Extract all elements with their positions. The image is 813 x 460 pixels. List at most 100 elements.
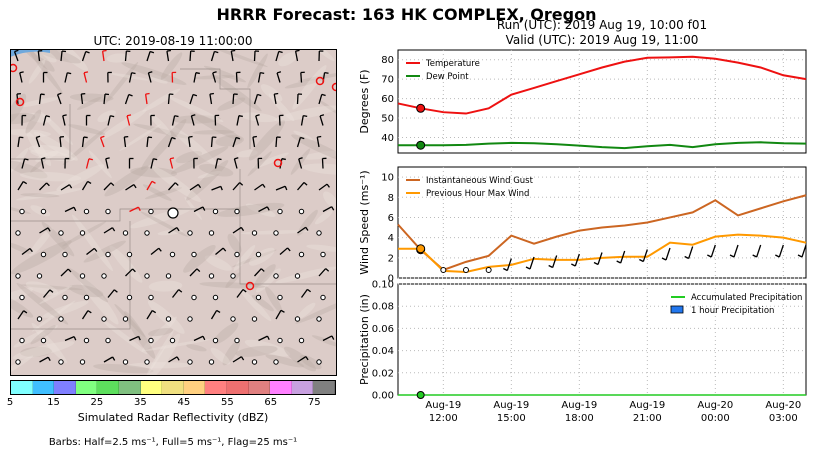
run-label: Run (UTC): 2019 Aug 19, 10:00 f01 bbox=[496, 18, 708, 32]
terrain-map[interactable] bbox=[10, 49, 337, 376]
terrain-ridge bbox=[69, 93, 114, 102]
terrain-ridge bbox=[235, 345, 278, 357]
wind-barb bbox=[273, 92, 279, 105]
wind-barb bbox=[79, 230, 86, 236]
fire-detection-marker bbox=[273, 158, 283, 168]
wind-barb bbox=[171, 115, 179, 126]
wind-barb bbox=[318, 268, 330, 277]
colorbar-segment bbox=[140, 381, 163, 394]
wind-barb bbox=[729, 244, 739, 258]
terrain-ridge bbox=[18, 49, 55, 72]
wind-barb bbox=[15, 359, 21, 365]
wind-barb bbox=[300, 115, 308, 126]
terrain-ridge bbox=[146, 329, 174, 376]
terrain-ridge bbox=[148, 328, 174, 337]
terrain-ridge bbox=[20, 346, 52, 358]
current-time-marker[interactable] bbox=[416, 103, 426, 113]
wind-barb bbox=[122, 316, 129, 322]
terrain-ridge bbox=[146, 73, 168, 84]
terrain-ridge bbox=[247, 53, 268, 89]
wind-barb bbox=[639, 249, 648, 263]
series-line bbox=[397, 194, 807, 272]
colorbar-segment bbox=[248, 381, 271, 394]
wind-barb bbox=[169, 337, 176, 344]
terrain-ridge bbox=[290, 148, 311, 175]
wind-barb bbox=[258, 206, 270, 213]
wind-barb bbox=[40, 157, 46, 169]
wind-barb bbox=[210, 50, 219, 62]
wind-barb bbox=[189, 50, 195, 62]
terrain-ridge bbox=[232, 249, 277, 268]
wind-barb bbox=[148, 337, 154, 344]
terrain-ridge bbox=[240, 112, 278, 123]
wind-barb bbox=[19, 71, 24, 83]
wind-barb bbox=[167, 93, 174, 105]
x-tick-label: 00:00 bbox=[701, 413, 730, 424]
wind-barb bbox=[122, 230, 129, 236]
chart-legend: Accumulated Precipitation 1 hour Precipit… bbox=[670, 293, 802, 316]
terrain-ridge bbox=[10, 240, 72, 275]
wind-barb bbox=[189, 268, 201, 277]
wind-barb bbox=[525, 256, 535, 270]
terrain-ridge bbox=[301, 150, 337, 160]
wind-barb bbox=[232, 182, 244, 191]
fire-location-marker[interactable] bbox=[167, 207, 179, 219]
terrain-shading bbox=[10, 49, 337, 376]
wind-barb bbox=[19, 337, 25, 344]
legend-label: Dew Point bbox=[426, 72, 469, 82]
wind-barb bbox=[187, 230, 193, 236]
wind-barb bbox=[316, 135, 322, 148]
wind-barb bbox=[15, 273, 21, 279]
wind-barb bbox=[230, 316, 236, 322]
wind-barb bbox=[298, 251, 305, 258]
wind-barb bbox=[17, 136, 24, 148]
colorbar-label: Simulated Radar Reflectivity (dBZ) bbox=[77, 411, 269, 424]
wind-barb bbox=[257, 157, 263, 169]
y-tick-label: 40 bbox=[381, 133, 394, 144]
wind-barb bbox=[316, 359, 322, 365]
terrain-ridge bbox=[199, 281, 266, 289]
terrain-ridge bbox=[40, 112, 73, 145]
y-tick-label: 8 bbox=[388, 193, 394, 204]
y-axis-label: Degrees (F) bbox=[358, 69, 371, 133]
wind-barb bbox=[236, 115, 243, 126]
wind-barb bbox=[103, 356, 116, 363]
wind-barb bbox=[273, 230, 279, 236]
wind-barb bbox=[17, 180, 28, 191]
terrain-ridge bbox=[121, 62, 187, 85]
y-tick-label: 4 bbox=[388, 233, 394, 244]
wind-barb bbox=[440, 267, 447, 273]
wind-barb bbox=[64, 206, 77, 213]
wind-barb bbox=[187, 316, 193, 322]
wind-barb bbox=[235, 71, 241, 83]
current-time-marker[interactable] bbox=[416, 140, 426, 150]
wind-barb bbox=[40, 337, 47, 344]
series-line bbox=[397, 55, 807, 115]
terrain-ridge bbox=[30, 325, 56, 345]
legend-label: Accumulated Precipitation bbox=[691, 293, 802, 303]
terrain-ridge bbox=[133, 123, 191, 139]
terrain-ridge bbox=[16, 188, 83, 201]
terrain-ridge bbox=[248, 247, 275, 266]
wind-barb bbox=[19, 294, 25, 301]
map-time-label: UTC: 2019-08-19 11:00:00 bbox=[93, 34, 253, 48]
terrain-ridge bbox=[30, 156, 49, 173]
current-time-marker[interactable] bbox=[416, 244, 426, 254]
terrain-ridge bbox=[28, 59, 46, 84]
wind-barb bbox=[276, 71, 282, 83]
terrain-ridge bbox=[239, 288, 272, 322]
x-tick-label: 15:00 bbox=[497, 413, 526, 424]
wind-barb bbox=[232, 356, 245, 363]
wind-barb bbox=[230, 273, 236, 279]
wind-barb bbox=[318, 93, 326, 105]
terrain-ridge bbox=[119, 124, 162, 152]
wind-barb bbox=[101, 273, 107, 279]
wind-barb bbox=[99, 135, 105, 148]
wind-barb bbox=[297, 356, 309, 363]
wind-barb bbox=[234, 251, 240, 258]
current-time-marker[interactable] bbox=[416, 391, 425, 399]
terrain-ridge bbox=[68, 284, 104, 298]
wind-barb bbox=[58, 230, 64, 236]
terrain-ridge bbox=[160, 52, 183, 80]
